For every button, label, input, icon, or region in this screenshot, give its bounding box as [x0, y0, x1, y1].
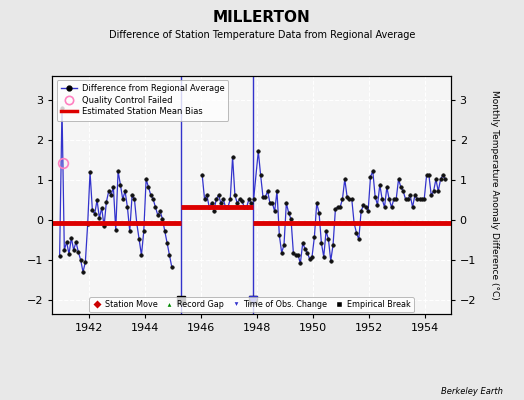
Y-axis label: Monthly Temperature Anomaly Difference (°C): Monthly Temperature Anomaly Difference (…	[490, 90, 499, 300]
Text: MILLERTON: MILLERTON	[213, 10, 311, 25]
Text: Difference of Station Temperature Data from Regional Average: Difference of Station Temperature Data f…	[109, 30, 415, 40]
Text: Berkeley Earth: Berkeley Earth	[441, 387, 503, 396]
Legend: Station Move, Record Gap, Time of Obs. Change, Empirical Break: Station Move, Record Gap, Time of Obs. C…	[89, 297, 414, 312]
